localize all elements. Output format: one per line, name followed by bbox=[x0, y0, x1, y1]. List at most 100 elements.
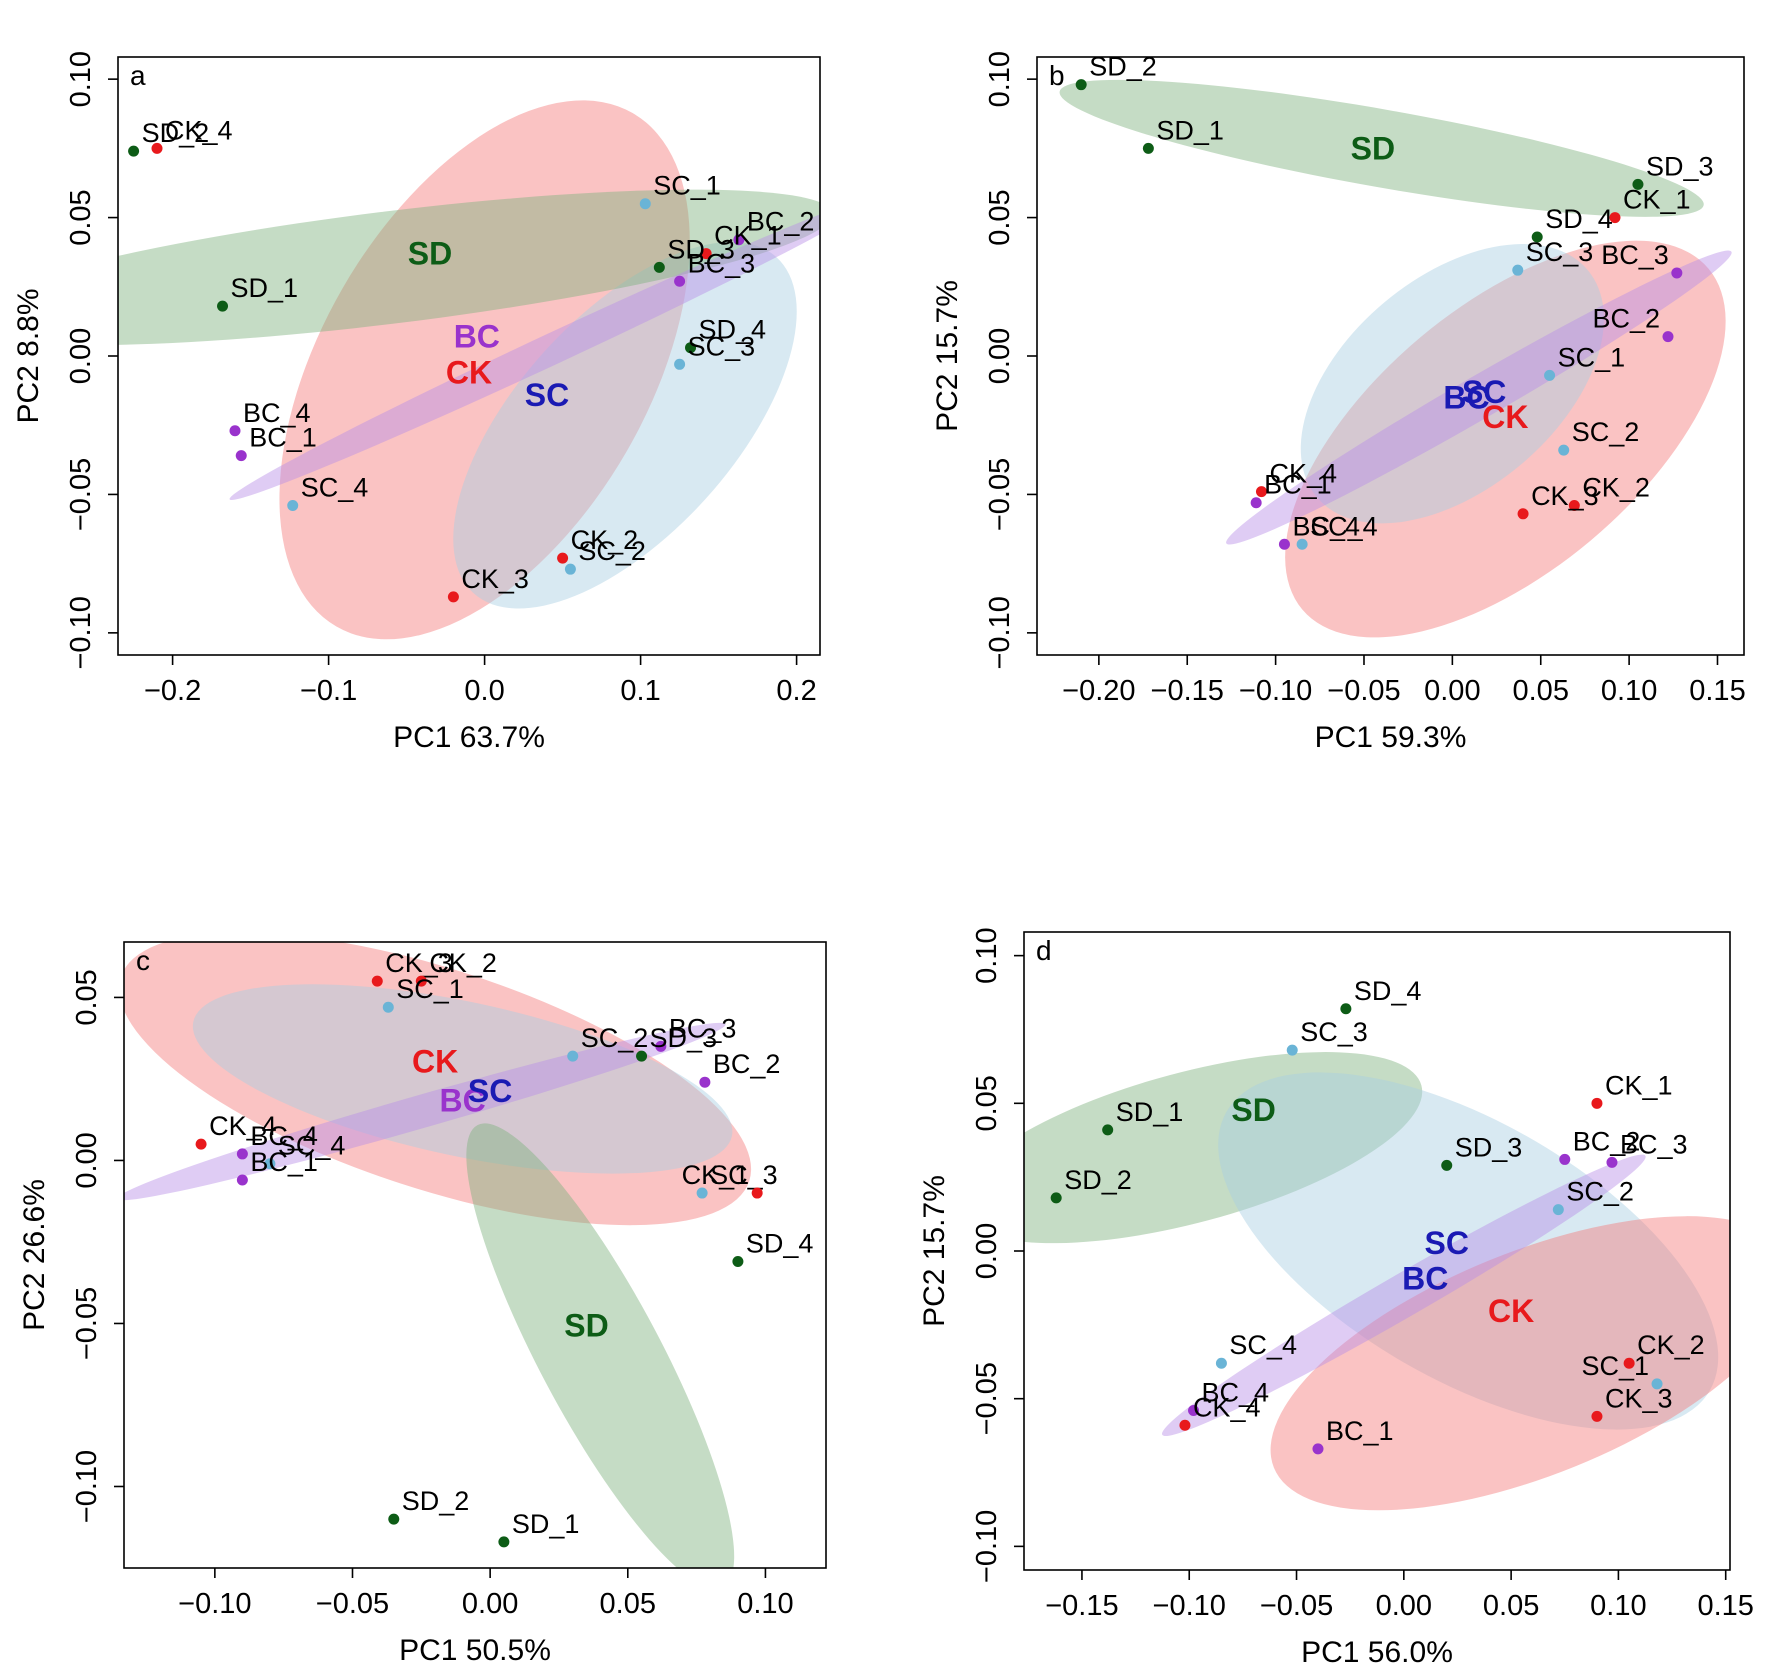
point-label: SC_4 bbox=[278, 1131, 346, 1161]
ellipse-SD bbox=[466, 1123, 735, 1568]
ellipse-CK bbox=[1285, 240, 1726, 638]
group-label-CK: CK bbox=[1488, 1293, 1534, 1329]
point-CK_2 bbox=[1568, 500, 1580, 511]
point-SD_3 bbox=[1632, 178, 1644, 190]
point-label: SC_3 bbox=[688, 331, 756, 361]
point-label: SC_3 bbox=[1300, 1017, 1368, 1047]
ellipse-SD bbox=[1059, 79, 1704, 217]
point-CK_3 bbox=[447, 591, 459, 603]
y-tick-label: −0.05 bbox=[971, 1362, 1003, 1435]
point-SD_3 bbox=[636, 1050, 648, 1062]
point-SC_2 bbox=[564, 563, 576, 575]
group-label-BC: BC bbox=[1443, 380, 1489, 416]
x-tick-label: −0.10 bbox=[1239, 675, 1312, 707]
panel-b: −0.20 −0.15 −0.10 −0.05 0.00 0.05 0.10 0.15 −0.1… bbox=[931, 51, 1746, 754]
y-axis-title: PC2 15.7% bbox=[931, 280, 964, 432]
point-SD_1 bbox=[498, 1536, 510, 1548]
point-SD_4 bbox=[685, 342, 697, 354]
point-SD_1 bbox=[217, 300, 229, 312]
point-BC_1 bbox=[1250, 497, 1262, 509]
x-tick-label: 0.00 bbox=[1376, 1590, 1432, 1622]
point-SC_2 bbox=[567, 1050, 579, 1062]
point-CK_2 bbox=[557, 552, 569, 564]
point-SC_4 bbox=[1215, 1357, 1227, 1369]
ellipse-layer bbox=[118, 100, 820, 640]
point-label: CK_3 bbox=[1531, 481, 1599, 511]
y-tick-label: 0.05 bbox=[71, 969, 103, 1025]
point-label: BC_1 bbox=[1264, 470, 1332, 500]
point-BC_3 bbox=[1606, 1156, 1618, 1168]
point-label: SC_1 bbox=[653, 171, 721, 201]
point-label: CK_2 bbox=[429, 948, 497, 978]
point-SC_2 bbox=[1552, 1204, 1564, 1216]
point-label: BC_2 bbox=[1592, 304, 1660, 334]
group-label-SC: SC bbox=[1425, 1225, 1469, 1261]
points-layer: CK_4SD_2 SC_1 BC_2CK_1SD_3BC_3 SD_1 SD_4SC_3… bbox=[128, 115, 815, 603]
y-tick-label: 0.10 bbox=[65, 51, 97, 107]
point-label: SD_3 bbox=[1455, 1132, 1523, 1162]
point-label: BC_4 bbox=[243, 398, 311, 428]
point-label: CK_2 bbox=[1582, 473, 1650, 503]
point-SC_3 bbox=[674, 358, 686, 370]
point-SD_2 bbox=[1050, 1192, 1062, 1204]
x-tick-label: 0.10 bbox=[1601, 675, 1657, 707]
point-CK_4 bbox=[1179, 1419, 1191, 1431]
y-tick-label: −0.10 bbox=[971, 1510, 1003, 1583]
point-CK_3 bbox=[371, 975, 383, 987]
point-CK_1 bbox=[1609, 212, 1621, 224]
point-SD_2 bbox=[128, 145, 140, 157]
point-label: BC_1 bbox=[250, 1147, 318, 1177]
point-label: BC_3 bbox=[1601, 240, 1669, 270]
ellipse-layer bbox=[124, 942, 752, 1568]
point-label: SD_2 bbox=[1064, 1165, 1132, 1195]
point-SC_2 bbox=[1558, 444, 1570, 456]
point-label: CK_4 bbox=[165, 115, 233, 145]
point-SD_4 bbox=[1340, 1003, 1352, 1015]
plot-frame bbox=[123, 941, 827, 1569]
y-tick-label: −0.05 bbox=[984, 458, 1016, 531]
ellipse-BC bbox=[124, 1022, 726, 1201]
y-tick-label: 0.05 bbox=[65, 189, 97, 245]
points-layer: SD_4 SC_3 CK_1 SD_1 BC_2BC_3 SD_3 SD_2 SC_2 SC_4… bbox=[1050, 976, 1705, 1455]
point-label: SD_2 bbox=[402, 1486, 470, 1516]
panel-a: −0.2 −0.1 0.0 0.1 0.2 −0.10 −0.05 0.00 0.05 0.10 P… bbox=[12, 51, 821, 754]
point-label: SD_4 bbox=[1354, 976, 1422, 1006]
point-label: SD_3 bbox=[1646, 151, 1714, 181]
point-CK_2 bbox=[415, 975, 427, 987]
point-label: CK_3 bbox=[461, 564, 529, 594]
point-label: CK_2 bbox=[571, 525, 639, 555]
ellipse-BC bbox=[1226, 250, 1732, 545]
group-label-SC: SC bbox=[525, 377, 569, 413]
point-label: BC_3 bbox=[669, 1013, 737, 1043]
group-label-SD: SD bbox=[1231, 1092, 1275, 1128]
ellipse-SD bbox=[1024, 1052, 1423, 1244]
point-SC_3 bbox=[1286, 1044, 1298, 1056]
x-axis-title: PC1 56.0% bbox=[1301, 1636, 1453, 1669]
point-label: BC_3 bbox=[1620, 1129, 1688, 1159]
panel-d: −0.15 −0.10 −0.05 0.00 0.05 0.10 0.15 −0.10 −0.0… bbox=[918, 927, 1754, 1669]
panel-letter: d bbox=[1036, 935, 1052, 966]
point-SD_4 bbox=[732, 1256, 744, 1268]
point-label: CK_1 bbox=[714, 221, 782, 251]
y-tick-label: 0.05 bbox=[971, 1075, 1003, 1131]
panel-letter: b bbox=[1049, 60, 1065, 91]
x-tick-label: −0.20 bbox=[1062, 675, 1135, 707]
point-label: SD_3 bbox=[667, 234, 735, 264]
ellipse-SC bbox=[192, 984, 733, 1174]
point-BC_2 bbox=[1662, 331, 1674, 343]
point-CK_4 bbox=[151, 142, 163, 154]
point-label: CK_2 bbox=[1637, 1330, 1705, 1360]
point-CK_1 bbox=[700, 248, 712, 260]
point-SC_1 bbox=[1544, 369, 1556, 381]
y-tick-label: −0.05 bbox=[71, 1287, 103, 1360]
point-label: SD_3 bbox=[650, 1023, 718, 1053]
point-label: SD_2 bbox=[142, 118, 210, 148]
y-tick-label: −0.10 bbox=[71, 1450, 103, 1523]
point-label: BC_2 bbox=[713, 1049, 781, 1079]
points-layer: SD_2 SD_1 SD_3 CK_1 SD_4SC_3 BC_3 BC_2 SC_1 SC_2… bbox=[1075, 52, 1714, 550]
point-label: BC_2 bbox=[747, 207, 815, 237]
group-label-SC: SC bbox=[1462, 374, 1506, 410]
point-SC_4 bbox=[264, 1158, 276, 1170]
group-label-SD: SD bbox=[408, 236, 452, 272]
point-CK_4 bbox=[1255, 486, 1267, 498]
